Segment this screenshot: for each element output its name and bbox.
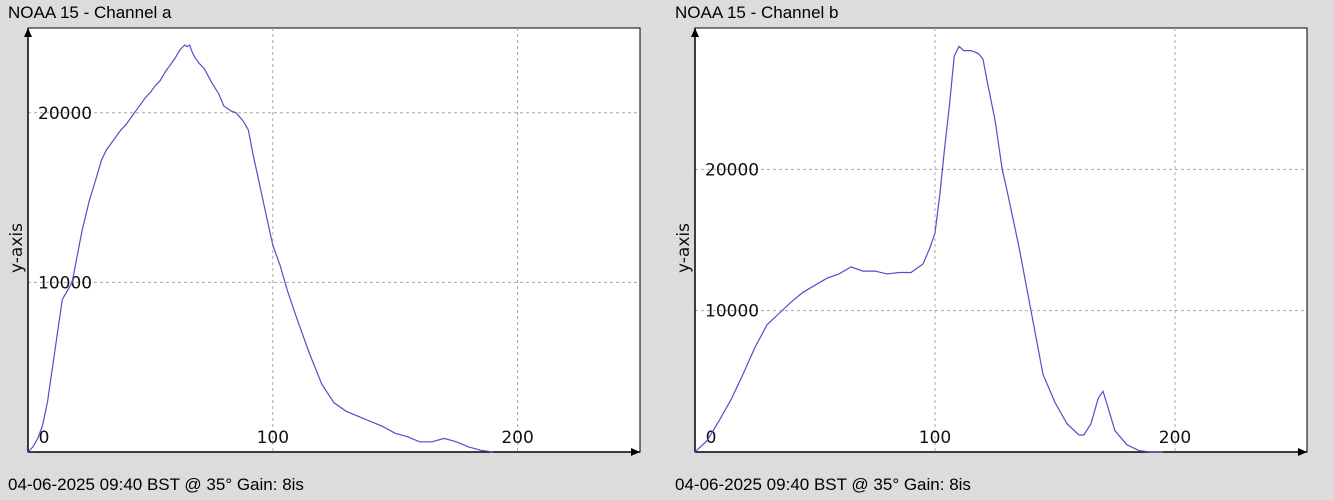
x-axis-arrow xyxy=(631,448,640,456)
chart-title: NOAA 15 - Channel a xyxy=(8,3,172,22)
y-tick-label: 20000 xyxy=(38,104,92,124)
x-tick-label: 200 xyxy=(1159,428,1191,448)
y-tick-label: 10000 xyxy=(705,302,759,322)
y-axis-arrow xyxy=(24,28,32,37)
series-line xyxy=(27,44,494,453)
y-tick-label: 20000 xyxy=(705,160,759,180)
y-axis-arrow xyxy=(691,28,699,37)
chart-footer: 04-06-2025 09:40 BST @ 35° Gain: 8is xyxy=(8,475,304,494)
x-tick-label: 0 xyxy=(39,428,50,448)
y-axis-label: y-axis xyxy=(674,223,694,273)
y-axis-label: y-axis xyxy=(7,223,27,273)
plot-area xyxy=(694,27,1308,453)
chart-footer: 04-06-2025 09:40 BST @ 35° Gain: 8is xyxy=(675,475,971,494)
x-tick-label: 0 xyxy=(706,428,717,448)
chart-panel-b: NOAA 15 - Channel b 0 100 200 10000 20000 y-a… xyxy=(667,0,1334,500)
x-axis-arrow xyxy=(1298,448,1307,456)
x-tick-label: 200 xyxy=(501,428,533,448)
y-tick-label: 10000 xyxy=(38,273,92,293)
chart-title: NOAA 15 - Channel b xyxy=(675,3,839,22)
plot-area xyxy=(27,27,641,453)
chart-plot-b: 0 100 200 10000 20000 y-axis xyxy=(674,27,1308,456)
series-line xyxy=(694,45,1163,453)
x-tick-label: 100 xyxy=(257,428,289,448)
chart-plot-a: 0 100 200 10000 20000 y-axis xyxy=(7,27,641,456)
x-tick-label: 100 xyxy=(919,428,951,448)
chart-panel-a: NOAA 15 - Channel a 0 100 200 10000 20000 y-a… xyxy=(7,3,641,494)
